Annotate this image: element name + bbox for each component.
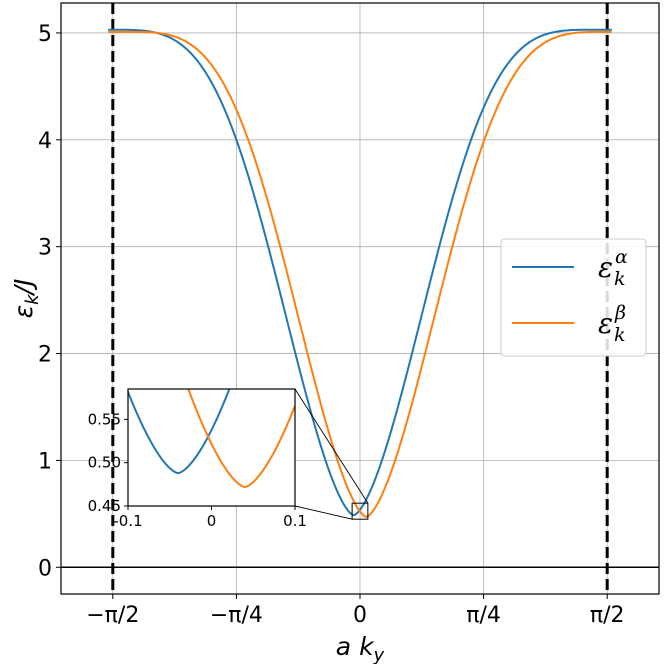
legend: ε α kε β k xyxy=(500,238,647,357)
y-axis-label: εk/J xyxy=(9,279,43,319)
inset-zoom-plot: -0.1 0 0.1 0.45 0.50 0.55 xyxy=(88,388,307,530)
y-tick-label: 3 xyxy=(38,236,52,261)
x-axis-label-sub: y xyxy=(373,645,385,664)
legend-sup: α xyxy=(615,246,628,268)
y-axis-label-eps: ε xyxy=(9,305,38,319)
series-line-beta xyxy=(108,30,612,518)
zoom-indicator xyxy=(294,388,369,520)
inset-series-line-alpha xyxy=(128,389,231,475)
axis-labels: a ky εk/J xyxy=(9,279,385,664)
x-tick-label: π/4 xyxy=(466,603,501,628)
x-tick-label: π/2 xyxy=(590,603,625,628)
legend-sup: β xyxy=(614,302,626,324)
y-tick-label: 1 xyxy=(38,449,52,474)
legend-base: ε xyxy=(598,251,613,284)
x-tick-label: 0 xyxy=(353,603,367,628)
x-tick-label: −π/4 xyxy=(210,603,263,628)
y-axis-label-rest: /J xyxy=(9,279,38,297)
y-tick-label: 5 xyxy=(38,22,52,47)
y-tick-label: 2 xyxy=(38,343,52,368)
inset-background xyxy=(128,389,295,506)
inset-x-tick-label: 0.1 xyxy=(283,512,307,530)
zoom-connector-top xyxy=(294,388,369,504)
x-axis-label-a: a k xyxy=(336,632,375,661)
main-tick-labels: −π/2 −π/4 0 π/4 π/2 0 1 2 3 4 5 xyxy=(38,22,625,628)
inset-y-tick-label: 0.50 xyxy=(88,454,121,472)
legend-sub: k xyxy=(614,268,626,290)
inset-x-tick-label: 0 xyxy=(207,512,217,530)
inset-series xyxy=(128,389,295,488)
y-axis-label-sub: k xyxy=(22,293,43,305)
series-line-alpha xyxy=(108,28,612,517)
inset-y-tick-label: 0.55 xyxy=(88,410,121,428)
x-axis-label: a ky xyxy=(336,632,385,664)
legend-base: ε xyxy=(598,307,613,340)
zoom-connector-bottom xyxy=(294,505,353,520)
inset-y-tick-label: 0.45 xyxy=(88,497,121,515)
y-tick-label: 4 xyxy=(38,129,52,154)
zoom-box xyxy=(351,502,369,520)
x-tick-label: −π/2 xyxy=(86,603,139,628)
legend-box xyxy=(500,238,647,357)
inset-x-tick-label: -0.1 xyxy=(113,512,142,530)
inset-series-line-beta xyxy=(187,389,295,488)
legend-sub: k xyxy=(614,324,626,346)
main-series xyxy=(108,28,612,518)
y-tick-label: 0 xyxy=(38,556,52,581)
